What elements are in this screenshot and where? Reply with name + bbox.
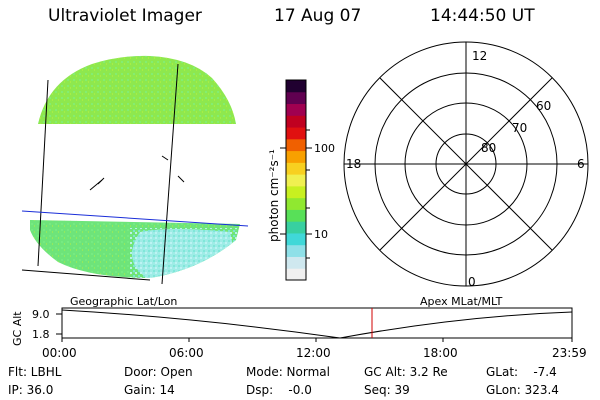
colorbar-cell (286, 162, 306, 175)
colorbar-tick-100: 100 (314, 142, 335, 155)
colorbar-cell (286, 221, 306, 234)
colorbar-cell (286, 185, 306, 199)
mlat-label-70: 70 (512, 121, 527, 135)
info-gc-alt: GC Alt: 3.2 Re (364, 365, 448, 379)
info-ip: IP: 36.0 (8, 383, 54, 397)
mlat-label-60: 60 (536, 99, 551, 113)
colorbar-tick-10: 10 (314, 228, 328, 241)
colorbar-cell (286, 103, 306, 116)
info-dsp: Dsp: -0.0 (246, 383, 312, 397)
mlat-label-80: 80 (481, 141, 496, 155)
timeline-ytick-1-8: 1.8 (32, 328, 50, 341)
terminator-line (21, 210, 249, 227)
colorbar-unit-label: photon cm⁻²s⁻¹ (267, 149, 281, 242)
date-label: 17 Aug 07 (274, 6, 362, 26)
timeline-xtick-2359: 23:59 (552, 346, 587, 360)
colorbar-cell (286, 209, 306, 222)
info-glon: GLon: 323.4 (486, 383, 559, 397)
info-filter: Flt: LBHL (8, 365, 62, 379)
timeline-plot (56, 307, 573, 342)
timeline-axis-title: GC Alt (11, 311, 24, 346)
colorbar-cell (286, 91, 306, 105)
colorbar-cell (286, 244, 306, 257)
colorbar-cell (286, 80, 306, 93)
time-label: 14:44:50 UT (430, 6, 535, 26)
mlt-label-6: 6 (577, 157, 585, 171)
info-seq: Seq: 39 (364, 383, 410, 397)
timeline-xtick-0000: 00:00 (42, 346, 77, 360)
instrument-title: Ultraviolet Imager (48, 6, 202, 26)
colorbar-cell (286, 232, 306, 246)
colorbar-cell (286, 127, 306, 140)
geo-grid-lines (21, 63, 185, 285)
timeline-xtick-0600: 06:00 (169, 346, 204, 360)
colorbar-cell (286, 115, 306, 128)
timeline-ytick-9: 9.0 (32, 308, 50, 321)
mlt-label-18: 18 (346, 157, 361, 171)
lower-emission-cap (30, 220, 240, 278)
timeline-left-label: Geographic Lat/Lon (70, 295, 177, 308)
colorbar-cell (286, 150, 306, 163)
colorbar-cell (286, 174, 306, 187)
colorbar (280, 79, 312, 281)
info-gain: Gain: 14 (124, 383, 175, 397)
mlt-label-0: 0 (468, 275, 476, 289)
polar-plot (343, 41, 589, 287)
altitude-curve (61, 309, 573, 339)
timeline-xtick-1200: 12:00 (296, 346, 331, 360)
upper-emission-cap (38, 55, 236, 124)
info-door: Door: Open (124, 365, 193, 379)
colorbar-cell (286, 256, 306, 269)
colorbar-cell (286, 138, 306, 152)
timeline-right-label: Apex MLat/MLT (420, 295, 503, 308)
timeline-xtick-1800: 18:00 (423, 346, 458, 360)
mlt-label-12: 12 (472, 49, 487, 63)
info-glat: GLat: -7.4 (486, 365, 557, 379)
colorbar-cell (286, 268, 306, 281)
info-mode: Mode: Normal (246, 365, 330, 379)
colorbar-cell (286, 197, 306, 210)
